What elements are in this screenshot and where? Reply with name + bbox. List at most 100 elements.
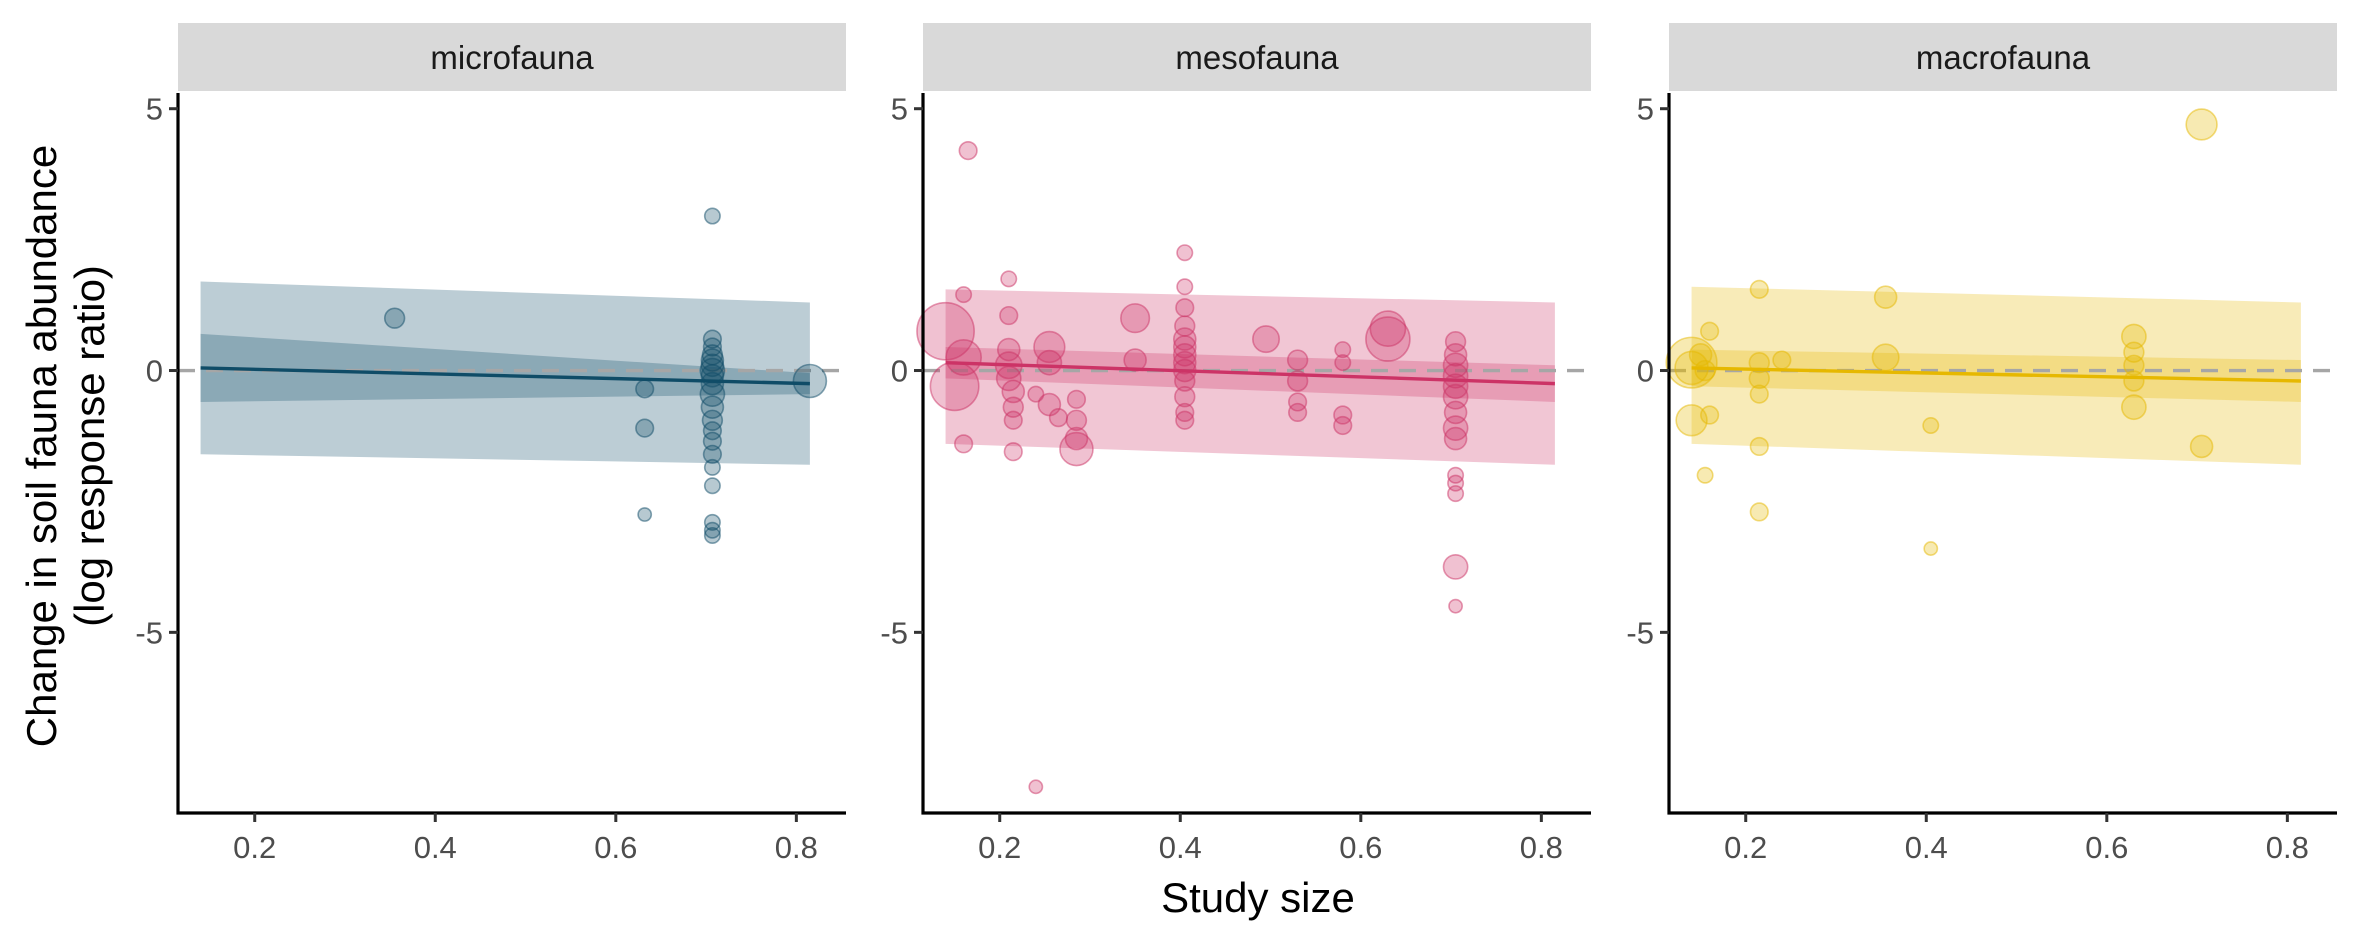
data-point (955, 286, 973, 304)
x-tick-label: 0.6 (1339, 830, 1382, 865)
data-point (635, 379, 655, 399)
data-point (703, 521, 721, 539)
data-point (1175, 298, 1195, 318)
facet-panels: microfauna 5 0 -5 0.2 0.4 0.6 0.8 mesofauna 5 0 -5 0… (135, 23, 2337, 865)
data-point (945, 339, 983, 376)
data-point (792, 363, 828, 399)
data-point (702, 337, 723, 357)
data-point (703, 526, 721, 544)
y-tick-label: 5 (891, 92, 908, 127)
data-point (2120, 323, 2147, 350)
data-point (1700, 405, 1720, 425)
data-point (958, 141, 978, 161)
facet-strip-label: mesofauna (1175, 39, 1339, 76)
data-point (1036, 349, 1063, 376)
x-tick-label: 0.2 (1724, 830, 1767, 865)
facet-strip-macrofauna (1669, 23, 2337, 91)
data-point (1333, 415, 1353, 436)
data-point (1001, 379, 1026, 404)
data-point (383, 307, 406, 329)
data-point (1334, 341, 1352, 359)
y-axis-title-line-1: Change in soil fauna abundance (18, 145, 65, 747)
data-point (703, 207, 721, 225)
data-point (1749, 502, 1769, 522)
x-tick-label: 0.8 (1520, 830, 1563, 865)
data-point (1448, 598, 1463, 614)
data-point (1447, 485, 1465, 503)
prediction-band (200, 281, 810, 465)
data-point (1696, 466, 1714, 484)
data-point (1176, 244, 1194, 262)
confidence-band (200, 333, 810, 402)
data-point (1175, 410, 1195, 430)
data-point (1288, 402, 1308, 423)
data-point (635, 418, 655, 438)
data-point (1922, 417, 1940, 435)
data-point (1749, 384, 1769, 404)
facet-panel-mesofauna: mesofauna 5 0 -5 0.2 0.4 0.6 0.8 (880, 23, 1591, 865)
data-point (1000, 270, 1018, 288)
facet-strip-microfauna (178, 23, 846, 91)
data-point (996, 337, 1021, 362)
data-point (701, 409, 724, 431)
data-point (1871, 343, 1900, 372)
data-point (1694, 359, 1716, 382)
data-point (1443, 343, 1468, 367)
x-tick-label: 0.2 (233, 830, 276, 865)
data-point (702, 431, 723, 451)
data-point (702, 329, 723, 349)
data-point (1334, 354, 1352, 372)
data-point (1048, 408, 1069, 428)
y-axis-title-line-2: (log response ratio) (66, 265, 113, 627)
data-point (1174, 386, 1196, 408)
data-point (703, 458, 721, 476)
data-point (1028, 779, 1044, 795)
data-point (1033, 330, 1066, 364)
data-point (1066, 389, 1087, 409)
data-point (1772, 350, 1792, 370)
x-tick-label: 0.8 (2266, 830, 2309, 865)
data-point (2185, 108, 2218, 141)
data-point (1252, 325, 1281, 354)
prediction-band (945, 289, 1555, 465)
data-point (1923, 541, 1939, 556)
y-tick-label: -5 (1626, 615, 1654, 650)
data-point (702, 421, 723, 441)
data-point (1442, 553, 1469, 580)
x-tick-label: 0.6 (2085, 830, 2128, 865)
data-point (1873, 285, 1898, 310)
facet-strip-label: microfauna (430, 39, 594, 76)
data-point (1172, 350, 1197, 375)
data-point (1059, 431, 1094, 467)
data-point (1749, 436, 1769, 457)
data-point (1003, 410, 1023, 430)
x-tick-label: 0.2 (978, 830, 1021, 865)
data-point (2123, 354, 2145, 376)
data-point (1749, 279, 1769, 299)
data-point (1003, 442, 1023, 462)
data-point (1369, 310, 1407, 348)
data-point (1444, 331, 1467, 353)
data-point (1176, 278, 1194, 296)
data-point (1120, 303, 1151, 334)
facet-panel-microfauna: microfauna 5 0 -5 0.2 0.4 0.6 0.8 (135, 23, 846, 865)
data-point (1065, 409, 1088, 431)
y-tick-label: -5 (880, 615, 908, 650)
x-tick-label: 0.4 (414, 830, 457, 865)
data-point (1700, 321, 1720, 341)
facet-strip-mesofauna (923, 23, 1591, 91)
y-tick-label: 5 (1637, 92, 1654, 127)
data-point (999, 305, 1019, 326)
data-point (1365, 316, 1411, 362)
y-axis-title: Change in soil fauna abundance (log resp… (18, 145, 113, 747)
data-point (2123, 370, 2145, 392)
y-tick-label: 0 (1637, 354, 1654, 389)
facet-panel-macrofauna: macrofauna 5 0 -5 0.2 0.4 0.6 0.8 (1626, 23, 2337, 865)
x-tick-label: 0.6 (594, 830, 637, 865)
data-point (703, 477, 721, 495)
data-point (1286, 349, 1309, 371)
data-point (702, 444, 723, 464)
y-tick-label: -5 (135, 615, 163, 650)
data-point (2120, 394, 2147, 421)
y-tick-label: 5 (146, 92, 163, 127)
